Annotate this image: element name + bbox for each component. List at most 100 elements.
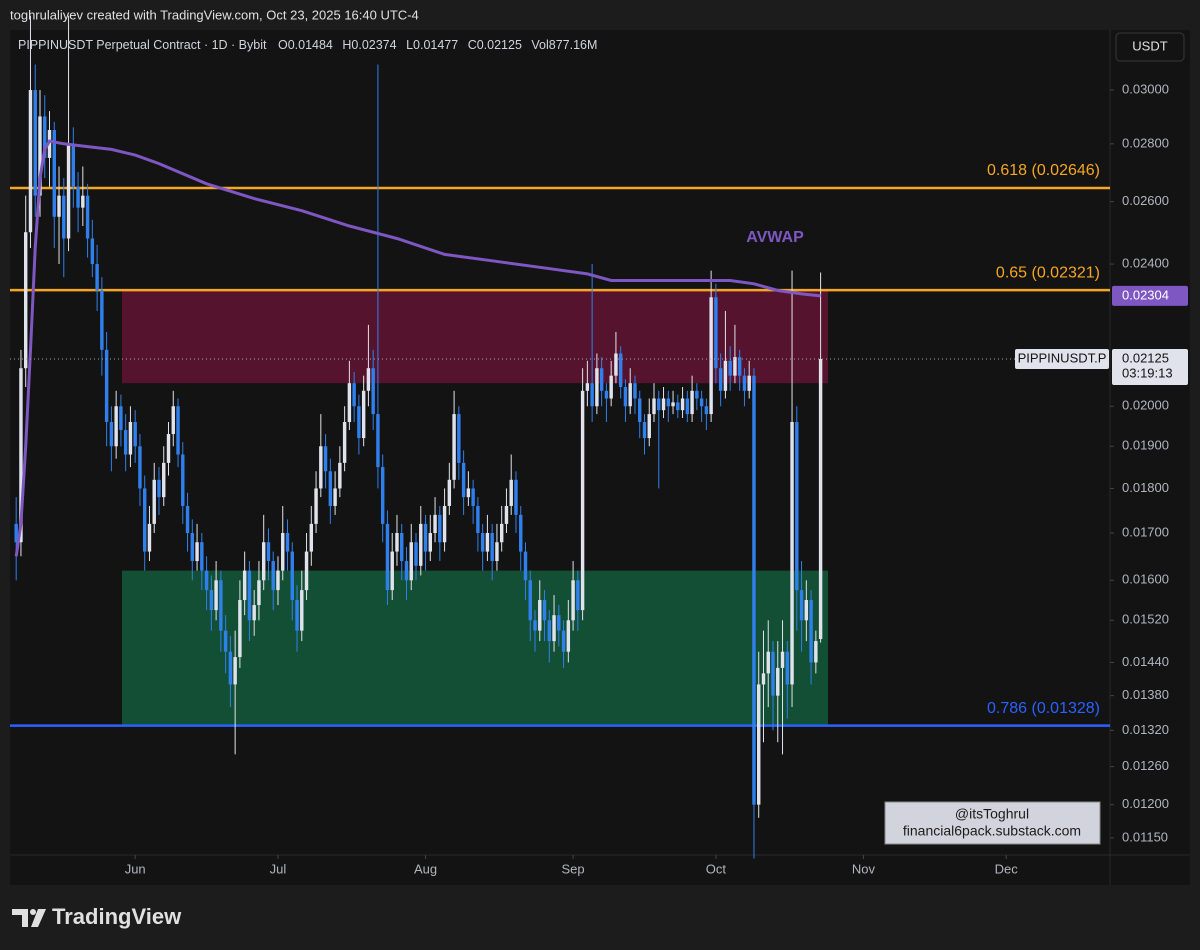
candle-body (690, 390, 694, 415)
candle-body (818, 358, 823, 639)
candle-body (147, 523, 152, 552)
candle-body (109, 422, 114, 447)
candle-body (85, 195, 90, 239)
y-tick-label: 0.01700 (1122, 524, 1169, 539)
candle-body (204, 570, 209, 591)
candle-body (428, 533, 433, 552)
candle-body (128, 422, 133, 455)
y-tick-label: 0.01260 (1122, 758, 1169, 773)
candle-body (433, 514, 437, 534)
candle-body (504, 505, 509, 524)
candle-body (699, 398, 704, 407)
brand: TradingView (52, 904, 182, 929)
candle-body (195, 542, 199, 562)
candle-body (609, 375, 613, 399)
candle-body (357, 406, 361, 439)
candle-body (595, 368, 599, 407)
candle-body (561, 630, 566, 652)
candle-body (52, 130, 56, 217)
candle-body (509, 479, 513, 506)
y-tick-label: 0.02000 (1122, 398, 1169, 413)
ohlc-value: 0.01484 (288, 38, 333, 52)
currency-label[interactable]: USDT (1132, 38, 1167, 53)
current-price-label: 0.02125 (1122, 350, 1169, 365)
candle-body (709, 297, 713, 415)
candle-body (647, 414, 651, 439)
candle-body (638, 398, 642, 423)
candle-body (604, 390, 609, 399)
currency-button[interactable] (1115, 32, 1185, 62)
candle-body (309, 523, 314, 552)
candle-body (14, 523, 18, 543)
candle-body (252, 605, 256, 621)
volume-value: 877.16M (549, 38, 598, 52)
candle-body (438, 514, 442, 543)
y-tick-label: 0.03000 (1122, 81, 1169, 96)
candle-body (814, 641, 818, 663)
candle-body (623, 386, 628, 407)
countdown: 03:19:13 (1122, 365, 1173, 380)
candle-body (618, 353, 623, 387)
y-tick-label: 0.01150 (1122, 829, 1168, 844)
candle-body (33, 90, 37, 196)
candle-body (38, 116, 42, 196)
candle-body (142, 488, 147, 552)
candle-body (333, 488, 337, 506)
candle-body (290, 551, 294, 601)
candle-body (133, 422, 137, 447)
candle-body (43, 116, 47, 158)
volume-key: Vol (531, 38, 548, 52)
y-tick-label: 0.01380 (1122, 687, 1169, 702)
candle-body (576, 580, 580, 611)
candle-body (571, 580, 575, 621)
candle-body (209, 590, 214, 611)
candle-body (90, 238, 95, 265)
candle-body (490, 533, 494, 562)
candle-body (718, 368, 723, 391)
x-tick-label: Aug (414, 861, 437, 876)
candle-body (119, 406, 123, 431)
candle-body (285, 533, 290, 552)
candle-body (409, 542, 413, 581)
candle-body (642, 422, 647, 439)
candle-body (790, 422, 794, 685)
candle-body (295, 600, 299, 631)
candle-body (281, 533, 285, 571)
ohlc-value: 0.01477 (413, 38, 458, 52)
ohlc-value: 0.02374 (351, 38, 396, 52)
candle-body (580, 390, 585, 611)
y-tick-label: 0.01520 (1122, 612, 1169, 627)
y-tick-label: 0.01600 (1122, 572, 1169, 587)
candle-body (214, 580, 218, 611)
candle-body (81, 195, 85, 208)
candle-body (538, 600, 542, 631)
candle-body (547, 620, 552, 642)
level-label: 0.65 (0.02321) (996, 264, 1100, 281)
avwap-line (14, 139, 821, 557)
candle-body (233, 657, 237, 685)
candle-body (223, 630, 228, 652)
logo-mark (30, 909, 36, 915)
candle-body (680, 398, 685, 411)
y-tick-label: 0.01320 (1122, 722, 1169, 737)
y-tick-label: 0.02400 (1122, 255, 1169, 270)
candle-body (590, 383, 594, 407)
candle-body (123, 430, 128, 455)
candle-body (271, 561, 275, 591)
candle-body (633, 383, 637, 399)
candle-body (400, 533, 404, 562)
candle-body (104, 349, 109, 423)
avwap-label: AVWAP (746, 229, 804, 246)
watermark-line: financial6pack.substack.com (903, 823, 1081, 839)
plot (10, 15, 1110, 859)
candle-body (242, 570, 247, 601)
candle-body (776, 667, 780, 696)
candle-body (385, 523, 390, 591)
candle-body (390, 551, 394, 591)
candle-body (457, 414, 461, 463)
x-tick-label: Sep (562, 861, 585, 876)
candle-body (519, 514, 523, 552)
candle-body (742, 375, 747, 391)
ohlc-key: L (406, 38, 413, 52)
